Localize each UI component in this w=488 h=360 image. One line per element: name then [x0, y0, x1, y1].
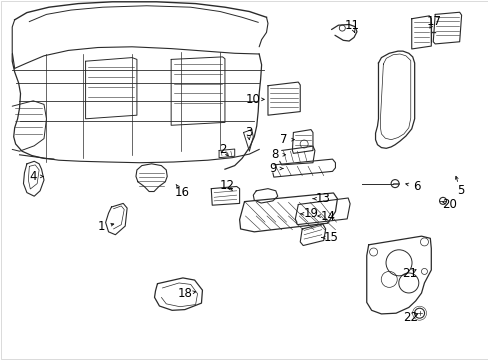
- Text: 21: 21: [402, 267, 416, 280]
- Text: 3: 3: [244, 126, 252, 139]
- Text: 19: 19: [303, 207, 318, 220]
- Text: 4: 4: [29, 170, 37, 183]
- Text: 7: 7: [279, 133, 287, 146]
- Text: 12: 12: [219, 179, 234, 192]
- Text: 11: 11: [344, 19, 359, 32]
- Text: 9: 9: [268, 162, 276, 175]
- Text: 22: 22: [403, 311, 417, 324]
- Text: 14: 14: [321, 210, 335, 222]
- Text: 13: 13: [315, 192, 329, 205]
- Text: 5: 5: [456, 184, 464, 197]
- Text: 18: 18: [177, 287, 192, 300]
- Text: 15: 15: [324, 231, 338, 244]
- Text: 17: 17: [426, 15, 441, 28]
- Text: 1: 1: [98, 220, 105, 233]
- Text: 6: 6: [412, 180, 420, 193]
- Text: 20: 20: [442, 198, 456, 211]
- Text: 2: 2: [219, 143, 226, 156]
- Text: 16: 16: [174, 186, 189, 199]
- Text: 10: 10: [245, 93, 260, 106]
- Text: 8: 8: [270, 148, 278, 161]
